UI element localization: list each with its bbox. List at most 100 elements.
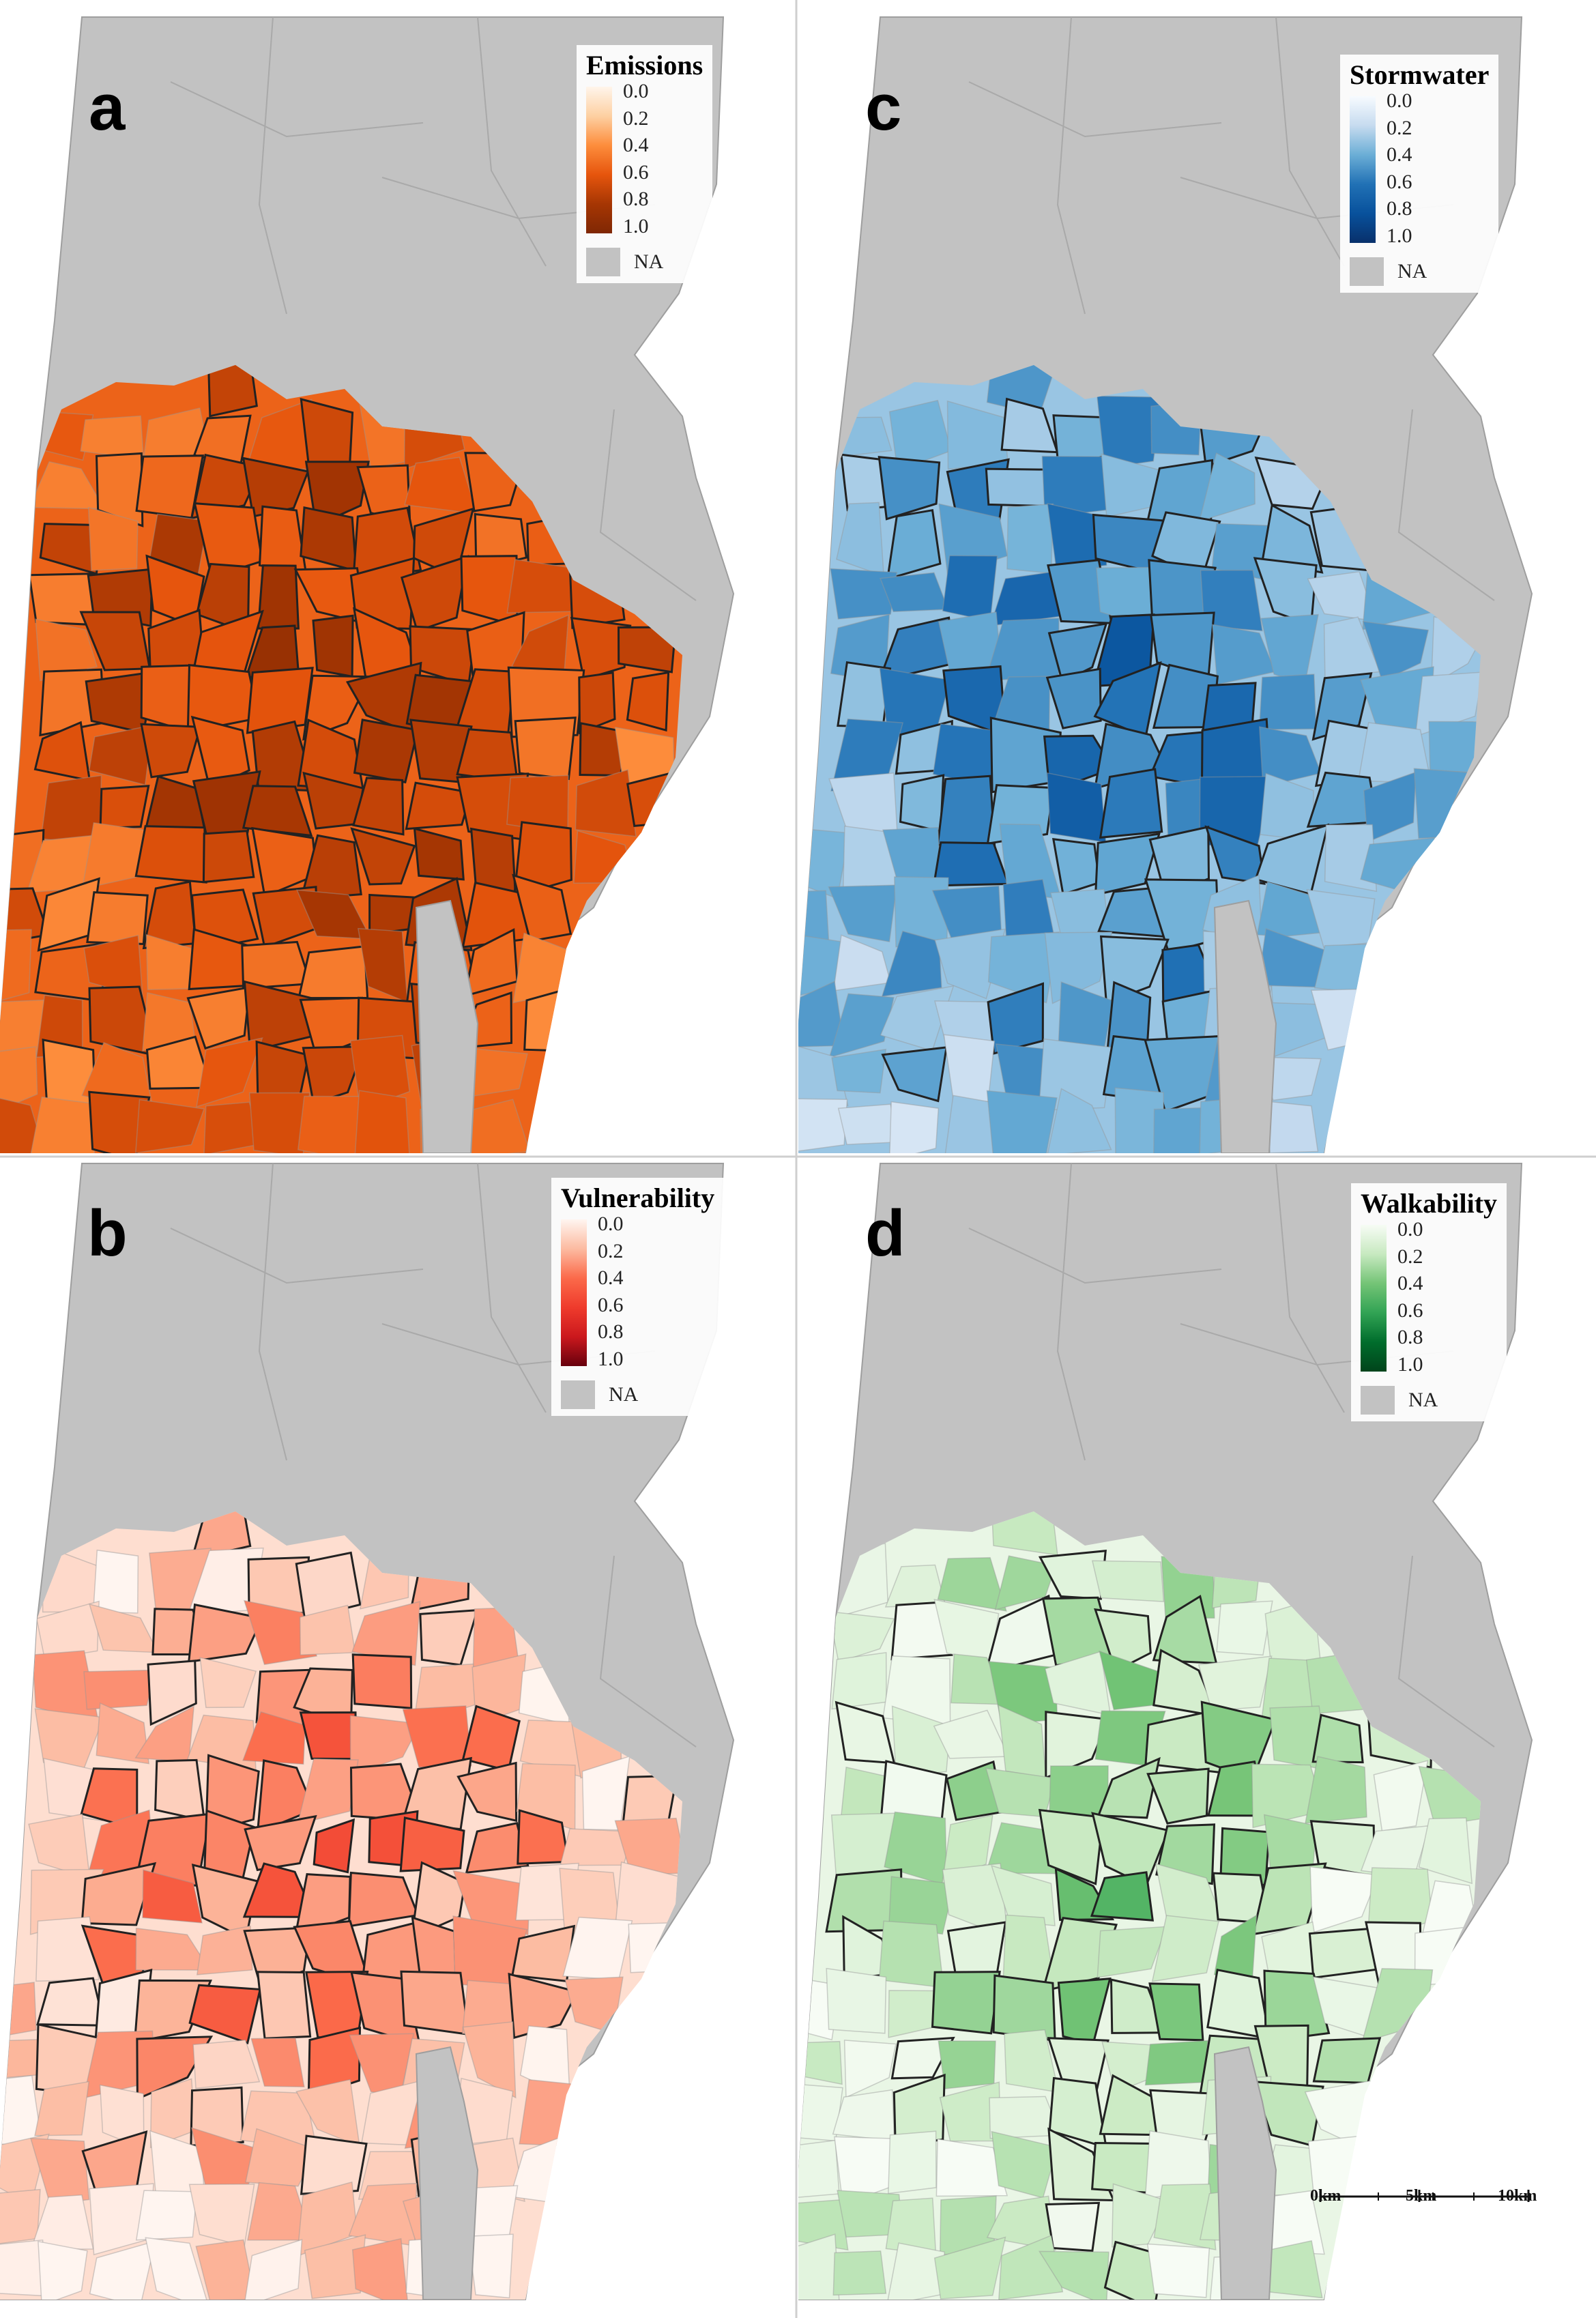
na-boundary-line [258,1163,287,1461]
tract [80,415,145,460]
tract [298,945,369,1000]
tract [1261,504,1324,574]
legend-title: Walkability [1361,1188,1498,1219]
legend-tick: 1.0 [1387,224,1412,247]
tract [1097,1756,1161,1819]
tract [798,890,830,945]
tract [350,827,416,886]
tract [931,1971,1001,2035]
na-region-south [415,2046,479,2300]
legend-ticks: 0.0 0.2 0.4 0.6 0.8 1.0 [1387,89,1412,248]
tract [145,2237,211,2300]
tract [196,1037,263,1108]
tract [936,774,996,847]
na-region-south [1213,899,1277,1153]
na-label: NA [1397,260,1427,282]
na-boundary-line [258,16,287,315]
tract [832,2250,887,2296]
tract [1258,673,1317,730]
tract [899,774,945,833]
tract [508,1973,579,2040]
legend-color-ramp [1361,1225,1387,1372]
tract [614,1817,682,1876]
legend-tick: 1.0 [598,1347,624,1370]
na-boundary-line [599,409,697,601]
tract [30,1096,98,1153]
tract [83,1669,156,1710]
legend-color-ramp [561,1219,587,1366]
tract [96,1702,150,1765]
tract [257,564,300,630]
tract [95,452,144,527]
tract [456,1761,518,1823]
tract [626,671,670,732]
tract [1414,671,1481,738]
tract [1047,622,1108,684]
tract [465,1822,529,1874]
tract [890,1601,953,1661]
tract [1146,2243,1210,2298]
stormwater-map [798,16,1533,1153]
tract [147,1660,197,1726]
tract [88,724,154,786]
tract [1153,2184,1217,2250]
tract [0,2239,44,2297]
scale-bar-graphic [1319,2190,1530,2202]
tract [243,2239,303,2300]
tract [935,2138,1008,2197]
legend-tick: 0.2 [1387,116,1412,139]
tract [86,891,149,945]
tract [351,1601,421,1666]
tract [1045,1711,1110,1780]
tract [29,2137,90,2205]
tract [351,2237,409,2300]
tract [828,1610,895,1663]
tract [244,1814,317,1872]
tract [351,1653,413,1709]
tract [241,940,313,990]
tract [0,929,32,1004]
tract [798,2233,840,2300]
legend-tick: 0.0 [598,1213,624,1235]
tract [1198,452,1256,523]
tract [891,1705,951,1778]
tract [353,719,420,784]
legend-tick: 0.6 [1397,1299,1423,1322]
tract [81,1861,157,1926]
tract [934,928,1006,1000]
tract [512,873,572,942]
tract [986,1090,1058,1153]
tract [519,2078,579,2147]
tract [881,930,942,998]
tract [199,1657,257,1709]
panel-stormwater: c Stormwater 0.0 0.2 0.4 0.6 0.8 1.0 NA [798,0,1593,1153]
tract [575,769,637,837]
tract [946,1921,1007,1975]
na-boundary-line [477,16,547,267]
legend-ticks: 0.0 0.2 0.4 0.6 0.8 1.0 [623,80,649,238]
tract [938,2040,996,2089]
tract [399,1816,465,1872]
tract [1103,2240,1165,2300]
tract [798,1039,849,1106]
na-label: NA [1408,1389,1438,1411]
tract [1305,1756,1367,1824]
tract [250,2038,305,2087]
tract [1198,1655,1273,1711]
tract [256,1971,312,2040]
tract [135,2190,198,2241]
tract [349,1715,421,1776]
na-region-south [415,899,479,1153]
tract [1413,768,1481,839]
tract [1094,832,1161,897]
legend-title: Vulnerability [561,1183,715,1213]
tract [0,1046,38,1112]
tract [304,2234,366,2300]
legend-na-entry: NA [1361,1386,1497,1415]
tract [300,2134,368,2195]
tract [400,1970,470,2036]
tract [92,1549,139,1614]
legend-tick: 1.0 [623,214,649,237]
tract [402,1705,472,1768]
tract [42,1039,96,1109]
